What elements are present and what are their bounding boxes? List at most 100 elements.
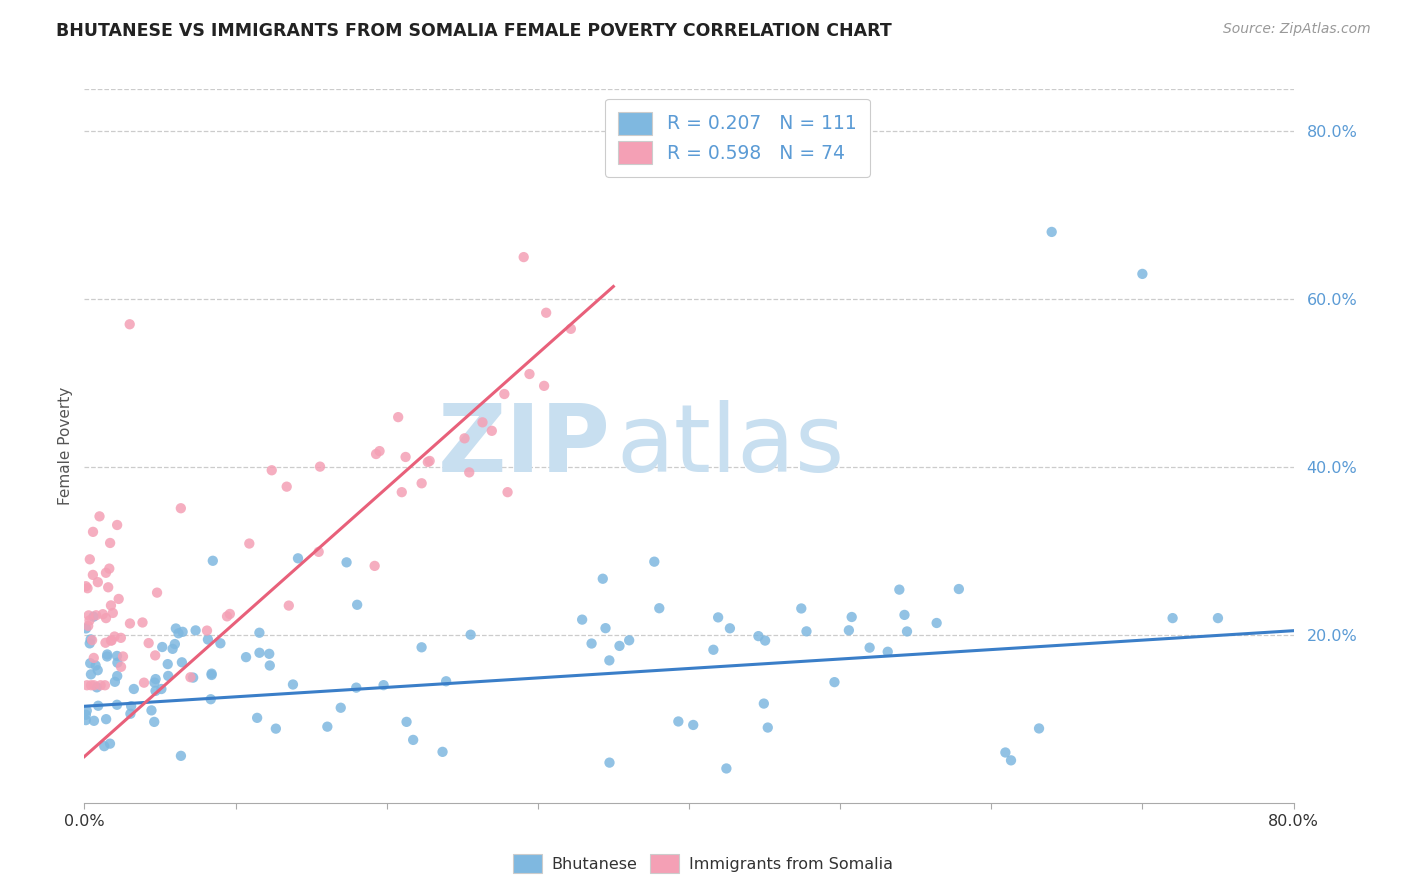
Point (76, 678, 98, 692)
Point (132, 675, 155, 690)
Text: ZIP: ZIP (437, 400, 610, 492)
Point (598, 756, 620, 770)
Y-axis label: Female Poverty: Female Poverty (58, 387, 73, 505)
Point (560, 322, 582, 336)
Point (581, 636, 603, 650)
Point (595, 621, 617, 635)
Point (395, 714, 418, 729)
Point (80, 667, 103, 681)
Point (264, 722, 287, 736)
Point (101, 606, 124, 620)
Point (344, 681, 367, 695)
Point (86, 663, 108, 677)
Point (260, 463, 283, 477)
Point (1028, 722, 1050, 736)
Point (77, 619, 100, 633)
Point (84, 608, 107, 623)
Point (235, 650, 257, 665)
Point (402, 732, 425, 747)
Point (432, 745, 454, 759)
Point (145, 684, 167, 698)
Point (238, 536, 260, 550)
Point (98, 737, 121, 751)
Point (75, 622, 97, 636)
Point (756, 721, 779, 735)
Point (105, 669, 128, 683)
Point (209, 636, 232, 650)
Point (75, 713, 97, 727)
Point (201, 554, 224, 568)
Point (170, 656, 193, 670)
Point (143, 648, 166, 663)
Point (1161, 611, 1184, 625)
Point (84, 658, 107, 673)
Point (97, 580, 120, 594)
Point (105, 518, 128, 533)
Point (1130, 267, 1153, 281)
Point (346, 598, 368, 612)
Point (592, 572, 614, 586)
Point (100, 599, 122, 613)
Point (534, 306, 557, 320)
Point (138, 636, 160, 650)
Point (643, 555, 665, 569)
Point (718, 621, 741, 635)
Point (111, 649, 134, 664)
Point (150, 640, 173, 654)
Point (181, 671, 204, 685)
Point (100, 633, 122, 648)
Point (368, 444, 391, 458)
Point (107, 591, 129, 606)
Point (519, 367, 541, 381)
Point (316, 720, 339, 734)
Point (925, 615, 948, 630)
Point (75, 579, 97, 593)
Point (1206, 611, 1229, 625)
Point (157, 669, 180, 683)
Point (276, 480, 298, 494)
Point (281, 677, 304, 691)
Point (249, 646, 271, 660)
Point (107, 656, 129, 670)
Point (494, 387, 516, 401)
Point (87, 575, 110, 590)
Point (419, 454, 441, 468)
Point (90, 678, 112, 692)
Point (648, 601, 671, 615)
Point (93, 739, 115, 754)
Text: BHUTANESE VS IMMIGRANTS FROM SOMALIA FEMALE POVERTY CORRELATION CHART: BHUTANESE VS IMMIGRANTS FROM SOMALIA FEM… (56, 22, 891, 40)
Point (83, 651, 105, 665)
Point (94, 566, 117, 580)
Point (394, 450, 416, 464)
Point (387, 410, 409, 425)
Point (752, 697, 775, 711)
Point (309, 459, 332, 474)
Point (156, 657, 179, 672)
Point (373, 678, 395, 692)
Point (201, 668, 224, 682)
Point (364, 447, 387, 461)
Point (83, 714, 105, 728)
Point (120, 699, 142, 714)
Point (481, 424, 503, 438)
Point (94, 636, 117, 650)
Point (889, 582, 911, 597)
Point (105, 648, 128, 663)
Point (512, 250, 534, 264)
Point (104, 674, 127, 689)
Point (1040, 225, 1063, 239)
Point (195, 624, 218, 638)
Point (277, 599, 299, 613)
Point (87, 698, 110, 713)
Point (122, 681, 145, 696)
Point (94, 611, 117, 625)
Point (146, 585, 169, 599)
Legend: R = 0.207   N = 111, R = 0.598   N = 74: R = 0.207 N = 111, R = 0.598 N = 74 (605, 99, 870, 178)
Point (796, 624, 818, 639)
Point (83, 678, 105, 692)
Point (716, 762, 738, 776)
Point (170, 748, 193, 763)
Point (143, 675, 166, 690)
Point (598, 653, 620, 667)
Point (197, 632, 219, 647)
